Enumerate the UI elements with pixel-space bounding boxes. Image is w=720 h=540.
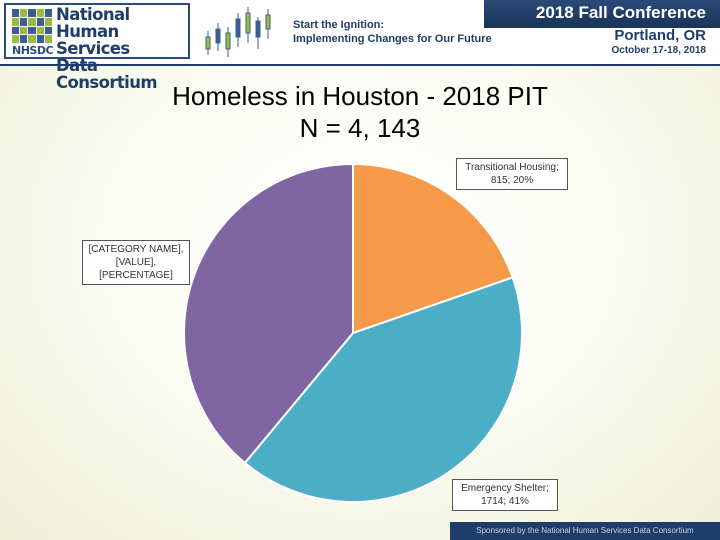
tagline-line-2: Implementing Changes for Our Future [293,33,492,45]
grid-logo-icon [12,9,52,43]
chart-title: Homeless in Houston - 2018 PIT N = 4, 14… [0,80,720,144]
logo-line-1: National [56,5,130,24]
nhsdc-logo: NHSDC National Human Services Data Conso… [4,3,190,91]
slice-label-line: [PERCENTAGE] [99,270,173,281]
conference-title: 2018 Fall Conference [535,3,706,22]
pie-slice-emergency-shelter [243,276,523,504]
conference-dates: October 17-18, 2018 [611,45,707,56]
logo-line-2: Human Services [56,22,130,58]
tagline-line-1: Start the Ignition: [293,19,385,31]
logo-line-3: Data Consortium [56,56,158,92]
conference-tagline: Start the Ignition: Implementing Changes… [293,18,492,46]
slice-label-line: [VALUE], [115,257,157,268]
conference-location: Portland, OR [614,27,706,44]
pie-slice-category-name [183,162,354,465]
candlestick-graphic-icon [205,7,271,57]
logo-acronym: NHSDC [12,44,54,57]
slice-label-line: Transitional Housing; [465,162,559,173]
slice-label-line: [CATEGORY NAME], [88,244,184,255]
slice-label-line: 1714; 41% [481,496,529,507]
slice-label-transitional-housing: Transitional Housing; 815; 20% [456,158,568,190]
slice-label-line: 815; 20% [490,175,534,186]
chart-title-line-1: Homeless in Houston - 2018 PIT [172,81,548,111]
logo-wordmark: National Human Services Data Consortium [56,6,188,91]
sponsor-footer: Sponsored by the National Human Services… [450,522,720,540]
slice-label-emergency-shelter: Emergency Shelter; 1714; 41% [452,479,558,511]
conference-title-bar: 2018 Fall Conference [484,0,720,28]
slice-label-line: Emergency Shelter; [461,483,549,494]
conference-banner: NHSDC National Human Services Data Conso… [0,0,720,91]
slice-label-category-name: [CATEGORY NAME], [VALUE], [PERCENTAGE] [82,240,190,285]
chart-title-line-2: N = 4, 143 [299,113,421,143]
